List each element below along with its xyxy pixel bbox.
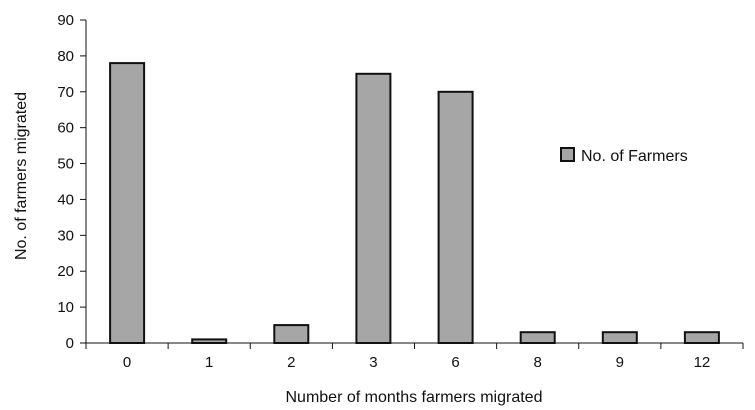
x-tick-label: 0 bbox=[123, 354, 131, 371]
y-tick-label: 10 bbox=[57, 299, 74, 316]
x-axis-label: Number of months farmers migrated bbox=[286, 389, 543, 406]
y-tick-label: 30 bbox=[57, 227, 74, 244]
y-tick-label: 40 bbox=[57, 191, 74, 208]
y-tick-label: 90 bbox=[57, 12, 74, 29]
legend-label: No. of Farmers bbox=[581, 148, 688, 165]
axes-layer bbox=[80, 19, 744, 349]
bar-6 bbox=[437, 90, 474, 344]
x-tick-label: 2 bbox=[287, 354, 295, 371]
bar-3 bbox=[355, 72, 392, 345]
bar-2 bbox=[273, 324, 310, 345]
legend: No. of Farmers bbox=[560, 147, 688, 165]
bar-9 bbox=[601, 331, 638, 345]
x-tick-label: 1 bbox=[205, 354, 213, 371]
legend-swatch bbox=[560, 147, 575, 162]
y-tick-label: 20 bbox=[57, 263, 74, 280]
y-tick-label: 0 bbox=[66, 335, 74, 352]
y-tick-label: 50 bbox=[57, 156, 74, 173]
y-tick-label: 80 bbox=[57, 48, 74, 65]
x-tick-label: 3 bbox=[369, 354, 377, 371]
y-tick-label: 70 bbox=[57, 84, 74, 101]
x-tick-label: 6 bbox=[451, 354, 459, 371]
bars-layer bbox=[109, 62, 720, 345]
bar-8 bbox=[519, 331, 556, 345]
bar-12 bbox=[683, 331, 720, 345]
y-axis-label: No. of farmers migrated bbox=[13, 92, 30, 260]
x-tick-label: 12 bbox=[694, 354, 711, 371]
x-tick-label: 8 bbox=[534, 354, 542, 371]
y-tick-label: 60 bbox=[57, 120, 74, 137]
x-tick-label: 9 bbox=[616, 354, 624, 371]
bar-1 bbox=[191, 338, 228, 344]
bar-0 bbox=[109, 62, 146, 344]
